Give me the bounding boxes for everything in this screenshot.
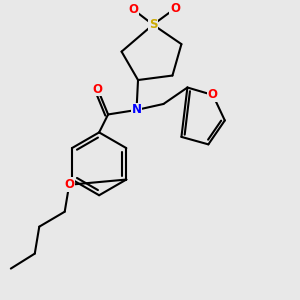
Text: O: O: [170, 2, 180, 15]
Text: S: S: [149, 18, 157, 31]
Text: O: O: [128, 3, 139, 16]
Text: N: N: [131, 103, 142, 116]
Text: O: O: [208, 88, 218, 101]
Text: O: O: [93, 82, 103, 95]
Text: O: O: [64, 178, 74, 191]
